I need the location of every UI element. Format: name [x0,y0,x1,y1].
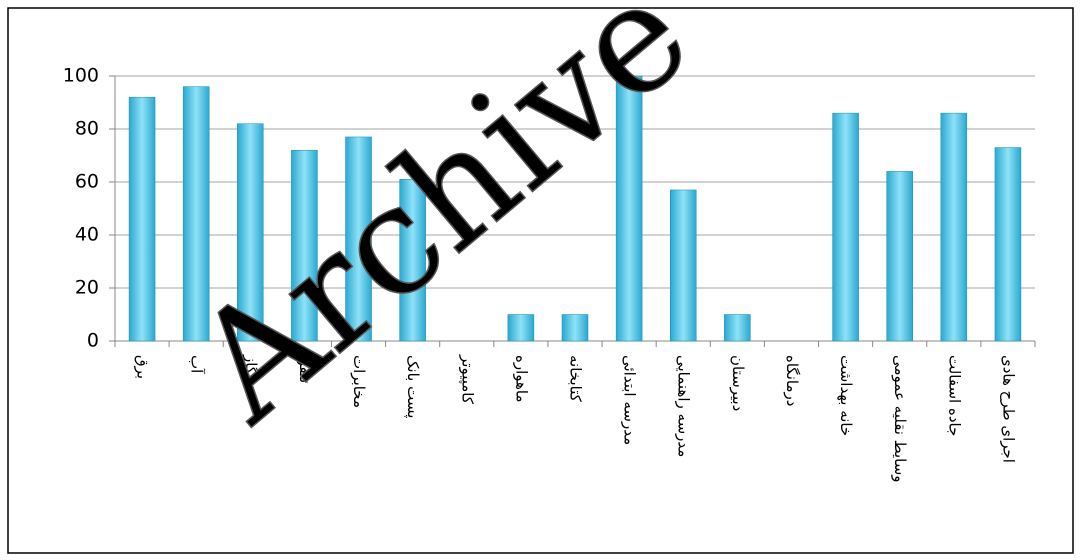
y-tick-label: 20 [75,277,99,299]
bar [291,149,318,342]
y-tick-label: 100 [63,65,99,87]
x-tick-label: مدرسه راهنمایی [675,355,693,457]
x-tick-label: کامپیوتر [457,354,476,405]
x-tick-label: تلفن [296,355,314,383]
x-tick-label: مخابرات [350,355,368,408]
x-tick-label: خانه بهداشت [837,355,855,436]
bar [345,136,372,342]
bar [128,96,156,342]
x-tick-label: کتابخانه [567,355,585,403]
bar [724,314,751,342]
bar [886,171,913,342]
y-tick-label: 80 [75,118,99,140]
x-tick-label: پست بانک [403,355,422,418]
x-tick-label: برق [134,355,152,379]
x-tick-label: مدرسه ابتدائی [621,355,639,445]
y-tick-label: 40 [75,224,99,246]
bar [669,189,697,342]
x-tick-label: جاده اسفالت [945,355,963,436]
y-tick-label: 60 [75,171,99,193]
bar [994,147,1022,342]
x-tick-label: دبیرستان [729,355,747,411]
y-tick-label: 0 [87,330,99,352]
x-tick-label: ماهواره [512,355,530,403]
bar [561,314,589,342]
bar [615,75,643,342]
bar [940,112,968,342]
bar [399,179,426,342]
x-tick-label: آب [188,355,206,374]
x-tick-label: وسایط نقلیه عمومی [891,355,909,483]
bar [237,123,264,342]
bar [182,86,210,342]
x-tick-label: گاز [242,354,260,375]
bar [832,112,859,342]
x-tick-label: اجرای طرح هادی [999,355,1017,463]
x-tick-label: درمانگاه [783,355,801,406]
bar [507,314,535,342]
